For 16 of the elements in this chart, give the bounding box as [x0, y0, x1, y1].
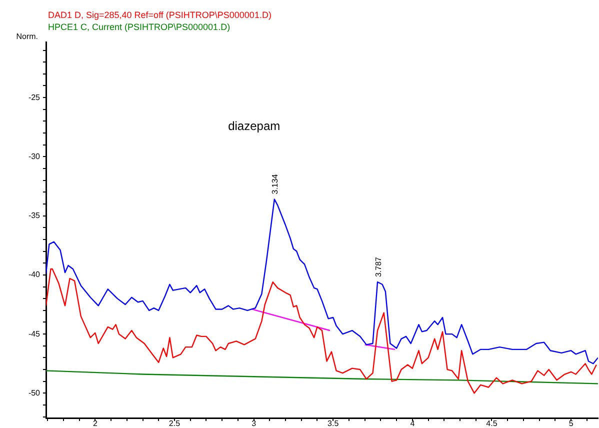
- y-tick-label: -50: [28, 388, 41, 398]
- y-tick-label: -45: [28, 329, 41, 338]
- y-tick-label: -25: [28, 92, 41, 102]
- x-tick-label: 3.5: [328, 419, 340, 428]
- y-tick-label: -40: [28, 270, 41, 280]
- y-tick-label: -35: [28, 211, 41, 220]
- x-tick-label: 4.5: [486, 419, 498, 428]
- text: DAD1 D, Sig=285,40 Ref=off (PSIHTROP\PS000001.D): [48, 9, 272, 21]
- y-axis-title: Norm.: [16, 32, 38, 42]
- text: HPCE1 C, Current (PSIHTROP\PS000001.D): [48, 21, 232, 33]
- annotation: 3.787: [374, 256, 383, 278]
- x-tick-label: 4: [410, 419, 416, 428]
- x-tick-label: 2.5: [168, 419, 181, 428]
- annotation: 3.134: [270, 174, 280, 194]
- y-tick-label: -30: [28, 152, 41, 161]
- annotation: diazepam: [228, 118, 280, 133]
